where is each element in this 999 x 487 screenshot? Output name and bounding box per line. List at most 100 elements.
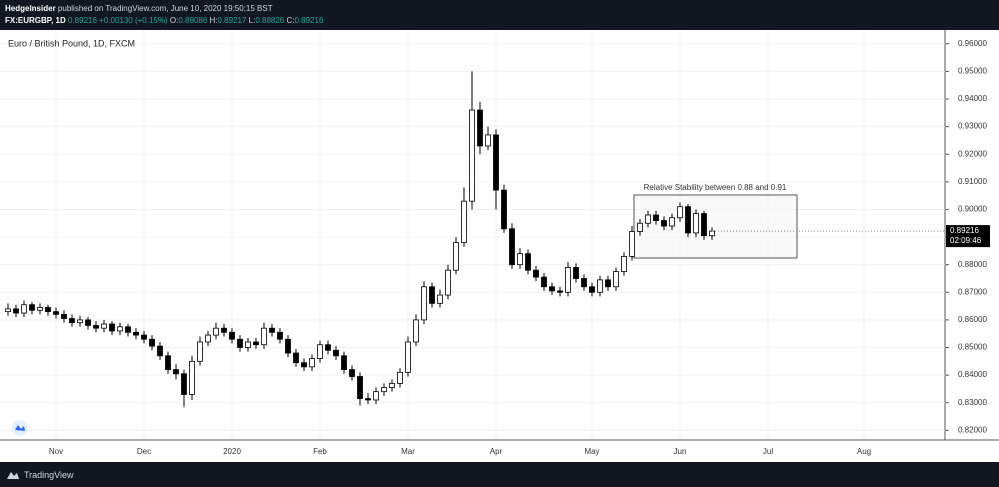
candle-body: [509, 228, 515, 266]
candle-body: [157, 345, 163, 357]
chart: Euro / British Pound, 1D, FXCM Relative …: [0, 30, 999, 462]
candle-body: [53, 311, 59, 315]
candle-body: [117, 326, 123, 332]
candle-body: [133, 331, 139, 336]
candle-body: [5, 308, 11, 313]
candle-body: [373, 391, 379, 401]
candle-body: [189, 360, 195, 395]
candle-body: [269, 327, 275, 333]
candle-body: [381, 387, 387, 393]
candle-body: [693, 213, 699, 234]
candle-body: [613, 271, 619, 288]
countdown: 02:09:46: [950, 236, 982, 245]
y-tick-label: 0.86000: [958, 315, 987, 324]
candle-body: [437, 294, 443, 304]
y-tick-label: 0.82000: [958, 425, 987, 434]
candle-body: [13, 308, 19, 314]
candle-body: [69, 318, 75, 324]
published: published on TradingView.com, June 10, 2…: [57, 4, 273, 13]
x-tick-label: 2020: [223, 447, 241, 456]
candle-body: [293, 352, 299, 364]
candle-body: [77, 319, 83, 324]
candle-body: [397, 371, 403, 384]
tv-logo: [12, 420, 28, 436]
candle-body: [245, 341, 251, 348]
candle-body: [429, 286, 435, 304]
candle-body: [261, 327, 267, 346]
candle-body: [541, 276, 547, 288]
candle-body: [629, 231, 635, 257]
candle-body: [37, 307, 43, 311]
candle-body: [365, 398, 371, 401]
price: 0.89216: [68, 16, 97, 25]
candle-body: [525, 253, 531, 271]
header: HedgeInsider published on TradingView.co…: [0, 0, 999, 30]
y-tick-label: 0.88000: [958, 260, 987, 269]
l-label: L:: [248, 16, 256, 25]
candle-body: [477, 109, 483, 147]
candle-body: [517, 253, 523, 266]
annotation: Relative Stability between 0.88 and 0.91: [644, 183, 787, 192]
candle-body: [557, 290, 563, 293]
candle-body: [637, 222, 643, 232]
candle-body: [533, 269, 539, 278]
candle-body: [309, 358, 315, 368]
header-line-1: HedgeInsider published on TradingView.co…: [5, 3, 999, 15]
candle-body: [445, 269, 451, 296]
x-tick-label: Jun: [674, 447, 687, 456]
candle-body: [645, 214, 651, 224]
publisher: HedgeInsider: [5, 4, 56, 13]
x-tick-label: Aug: [857, 447, 871, 456]
x-tick-label: May: [584, 447, 599, 456]
candle-body: [685, 206, 691, 234]
candle-body: [469, 109, 475, 202]
footer-logo: [7, 471, 19, 479]
candle-body: [661, 220, 667, 227]
candle-body: [93, 325, 99, 329]
candle-body: [253, 341, 259, 346]
candle-body: [349, 369, 355, 377]
y-tick-label: 0.87000: [958, 287, 987, 296]
candle-body: [149, 338, 155, 347]
candle-body: [125, 326, 131, 333]
l-value: 0.88826: [255, 16, 285, 25]
candle-body: [333, 349, 339, 357]
candle-body: [549, 286, 555, 292]
o-value: 0.89086: [178, 16, 208, 25]
footer-logo-mark: [7, 471, 19, 479]
candle-body: [29, 304, 35, 311]
candle-body: [605, 279, 611, 288]
candle-body: [357, 376, 363, 399]
candle-body: [421, 286, 427, 321]
candle-body: [109, 323, 115, 332]
y-tick-label: 0.94000: [958, 94, 987, 103]
o-label: O:: [169, 16, 179, 25]
candle-body: [165, 355, 171, 370]
candle-body: [21, 304, 27, 314]
x-tick-label: Apr: [490, 447, 503, 456]
candle-body: [85, 319, 91, 326]
header-line-2: FX:EURGBP, 1D 0.89216 +0.00130 (+0.15%) …: [5, 15, 999, 27]
logo-mark: [15, 425, 25, 431]
candle-body: [597, 279, 603, 293]
candle-body: [341, 355, 347, 370]
y-tick-label: 0.95000: [958, 67, 987, 76]
candle-body: [277, 331, 283, 340]
candle-body: [709, 230, 715, 237]
candle-body: [181, 373, 187, 395]
candle-body: [701, 213, 707, 237]
candle-body: [453, 242, 459, 271]
candle-body: [621, 255, 627, 272]
candle-body: [461, 200, 467, 243]
candle-body: [565, 267, 571, 293]
x-tick-label: Feb: [313, 447, 327, 456]
h-value: 0.89217: [217, 16, 247, 25]
change: +0.00130 (+0.15%): [99, 16, 168, 25]
y-tick-label: 0.96000: [958, 39, 987, 48]
brand: TradingView: [24, 469, 74, 480]
candle-body: [173, 369, 179, 375]
candle-body: [141, 334, 147, 340]
last-price-tag: [946, 225, 990, 248]
candle-body: [237, 338, 243, 348]
candle-body: [197, 341, 203, 362]
